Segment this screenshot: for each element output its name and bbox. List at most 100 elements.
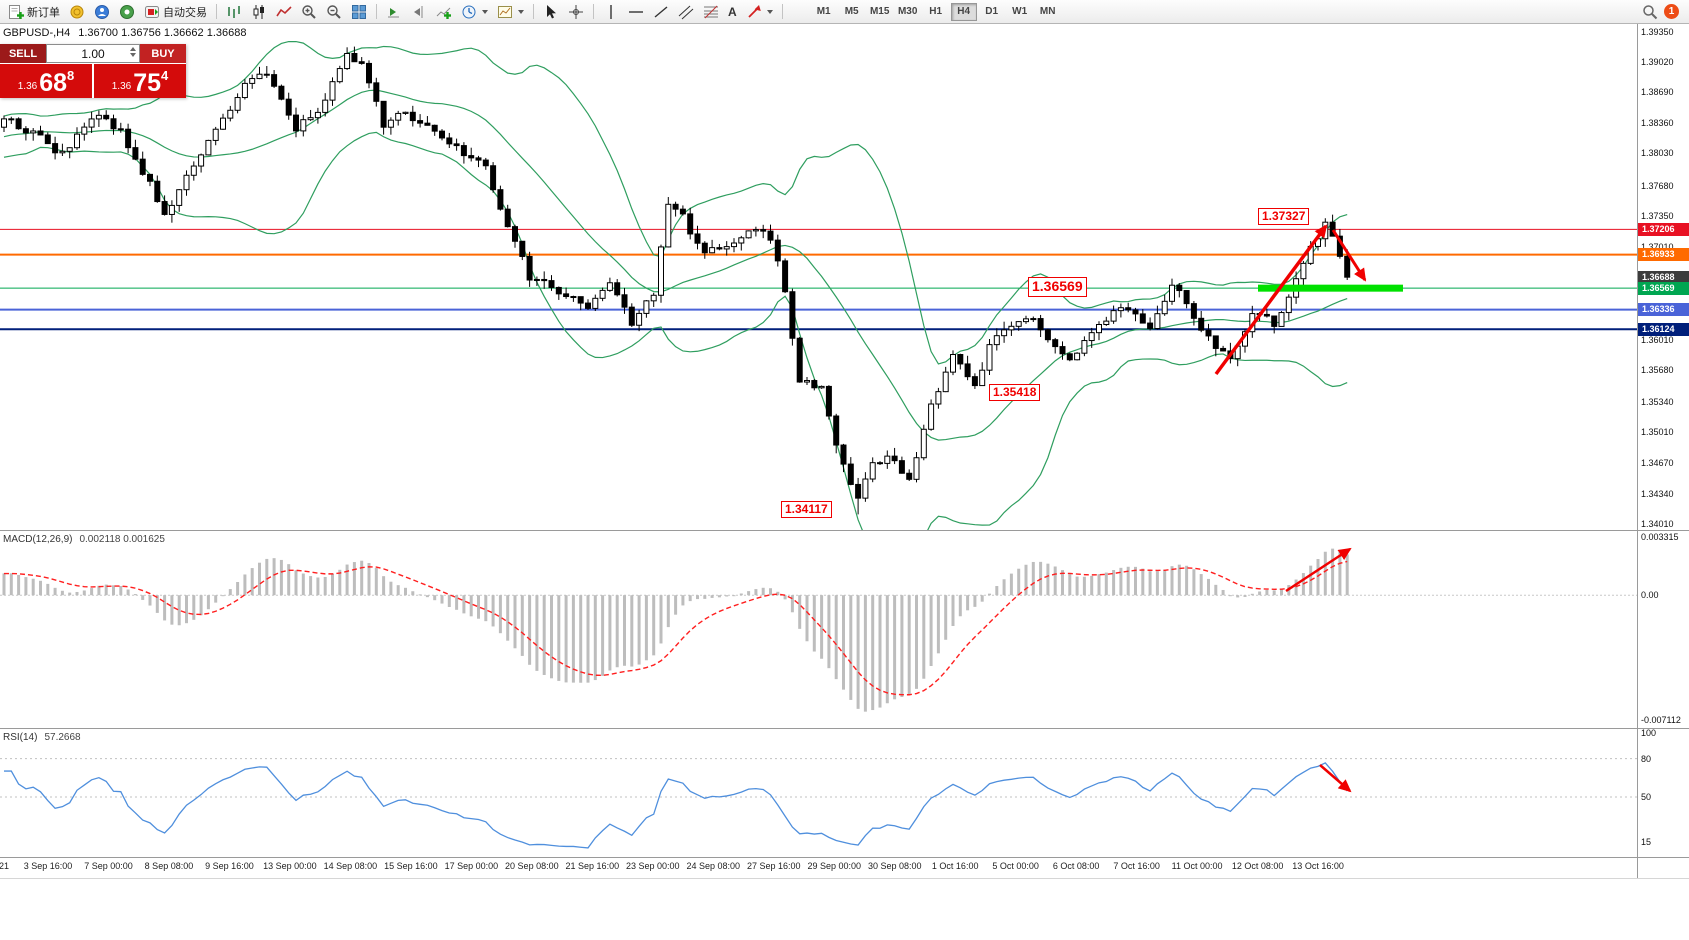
macd-up-arrow — [1285, 547, 1352, 593]
rsi-axis-label: 100 — [1641, 728, 1657, 738]
support-highlight-bar — [1258, 284, 1403, 292]
time-axis-label: 27 Sep 16:00 — [746, 861, 801, 871]
timeframe-mn-button[interactable]: MN — [1039, 6, 1056, 17]
zoom-out-button[interactable] — [322, 2, 346, 22]
price-axis-label: 1.34340 — [1641, 488, 1674, 499]
chart-shift-icon — [411, 4, 427, 20]
timeframe-h1-button[interactable]: H1 — [929, 6, 943, 17]
indicators-icon — [436, 4, 452, 20]
timeframe-m1-button[interactable]: M1 — [816, 6, 831, 17]
sell-tab[interactable]: SELL — [0, 44, 46, 63]
time-axis-label: 1 Oct 16:00 — [931, 861, 979, 871]
candlestick-chart-icon — [251, 4, 267, 20]
time-axis-label: 13 Sep 00:00 — [263, 861, 317, 871]
search-icon[interactable] — [1642, 4, 1658, 20]
line-chart-button[interactable] — [272, 2, 296, 22]
equidistant-channel-button[interactable] — [674, 2, 698, 22]
time-axis-label: 23 Sep 00:00 — [626, 861, 680, 871]
notification-badge[interactable]: 1 — [1664, 4, 1679, 19]
candlestick-chart-button[interactable] — [247, 2, 271, 22]
timeframe-w1-button[interactable]: W1 — [1012, 6, 1028, 17]
buy-price-button[interactable]: 1.36 75 4 — [94, 64, 186, 98]
volume-value: 1.00 — [81, 46, 105, 61]
time-axis-label: 24 Sep 08:00 — [686, 861, 741, 871]
bar-chart-icon — [226, 4, 242, 20]
time-axis-label: 21 Sep 16:00 — [565, 861, 620, 871]
cursor-button[interactable] — [539, 2, 563, 22]
price-callout: 1.36569 — [1028, 277, 1087, 297]
price-axis-label: 1.39020 — [1641, 57, 1674, 68]
price-axis-label: 1.34670 — [1641, 458, 1674, 469]
indicators-button[interactable] — [432, 2, 456, 22]
panel-splitter — [0, 878, 1689, 879]
horizontal-level-lines — [0, 228, 1637, 331]
autotrading-button[interactable]: 自动交易 — [140, 2, 211, 22]
price-level-badge: 1.36569 — [1638, 281, 1689, 295]
time-axis-label: 29 Sep 00:00 — [807, 861, 862, 871]
panel-splitter[interactable] — [0, 530, 1689, 531]
toolbar-separator — [593, 4, 594, 19]
spinner-up-icon[interactable] — [130, 47, 136, 51]
chart-shift-button[interactable] — [407, 2, 431, 22]
bar-chart-button[interactable] — [222, 2, 246, 22]
new-order-button[interactable]: 新订单 — [4, 2, 64, 22]
text-tool-button[interactable]: A — [724, 2, 741, 22]
time-axis-label: 7 Sep 00:00 — [84, 861, 133, 871]
timeframe-m5-button[interactable]: M5 — [844, 6, 859, 17]
candlesticks — [1, 46, 1351, 515]
price-callout: 1.35418 — [989, 384, 1041, 401]
tile-windows-button[interactable] — [347, 2, 371, 22]
crosshair-button[interactable] — [564, 2, 588, 22]
price-axis-label: 1.34010 — [1641, 519, 1674, 530]
toolbar: 新订单 自动交易 A M1 M5 M15 M30 H1 H4 D1 W1 — [0, 0, 1689, 24]
time-axis-label: 30 Sep 08:00 — [867, 861, 922, 871]
time-axis-label: 3 Sep 2021 — [0, 861, 10, 871]
buy-tab[interactable]: BUY — [140, 44, 186, 63]
time-axis-label: 12 Oct 08:00 — [1231, 861, 1284, 871]
toolbar-separator — [533, 4, 534, 19]
price-level-badge: 1.36688 — [1638, 270, 1689, 284]
time-axis-label: 11 Oct 00:00 — [1171, 861, 1223, 871]
toolbar-separator — [216, 4, 217, 19]
time-axis-label: 9 Sep 16:00 — [205, 861, 254, 871]
one-click-trading-panel: SELL 1.00 BUY 1.36 68 8 1.36 75 4 — [0, 44, 186, 98]
deposit-button[interactable] — [65, 2, 89, 22]
macd-axis-label: 0.00 — [1641, 590, 1659, 601]
time-axis-label: 17 Sep 00:00 — [444, 861, 499, 871]
price-level-badge: 1.37206 — [1638, 222, 1689, 236]
timeframe-m30-button[interactable]: M30 — [897, 6, 918, 17]
trendline-button[interactable] — [649, 2, 673, 22]
sell-price-button[interactable]: 1.36 68 8 — [0, 64, 92, 98]
zoom-in-button[interactable] — [297, 2, 321, 22]
templates-button[interactable] — [493, 2, 528, 22]
support-button[interactable] — [115, 2, 139, 22]
macd-axis-label: 0.003315 — [1641, 532, 1679, 542]
sell-price-sup: 8 — [67, 68, 75, 83]
volume-input[interactable]: 1.00 — [46, 44, 140, 63]
panel-splitter[interactable] — [0, 728, 1689, 729]
cursor-icon — [543, 4, 559, 20]
price-axis-label: 1.37010 — [1641, 242, 1674, 252]
timeframe-h4-button[interactable]: H4 — [950, 2, 977, 21]
trend-arrows — [1214, 224, 1367, 793]
account-button[interactable] — [90, 2, 114, 22]
axis-divider — [1637, 24, 1638, 878]
auto-scroll-button[interactable] — [382, 2, 406, 22]
vertical-line-button[interactable] — [599, 2, 623, 22]
price-axis-label: 1.37680 — [1641, 180, 1674, 191]
chevron-down-icon — [766, 9, 773, 14]
vertical-line-icon — [603, 4, 619, 20]
spinner-down-icon[interactable] — [130, 53, 136, 57]
fibonacci-button[interactable] — [699, 2, 723, 22]
horizontal-line-button[interactable] — [624, 2, 648, 22]
symbol-period-label: GBPUSD-,H4 — [3, 27, 71, 39]
timeframe-m15-button[interactable]: M15 — [869, 6, 890, 17]
timeframe-d1-button[interactable]: D1 — [985, 6, 999, 17]
periods-button[interactable] — [457, 2, 492, 22]
time-axis-label: 14 Sep 08:00 — [323, 861, 378, 871]
time-axis-label: 5 Oct 00:00 — [992, 861, 1039, 871]
chevron-down-icon — [518, 9, 524, 14]
arrow-tools-button[interactable] — [742, 2, 777, 22]
price-axis-label: 1.35010 — [1641, 426, 1674, 437]
